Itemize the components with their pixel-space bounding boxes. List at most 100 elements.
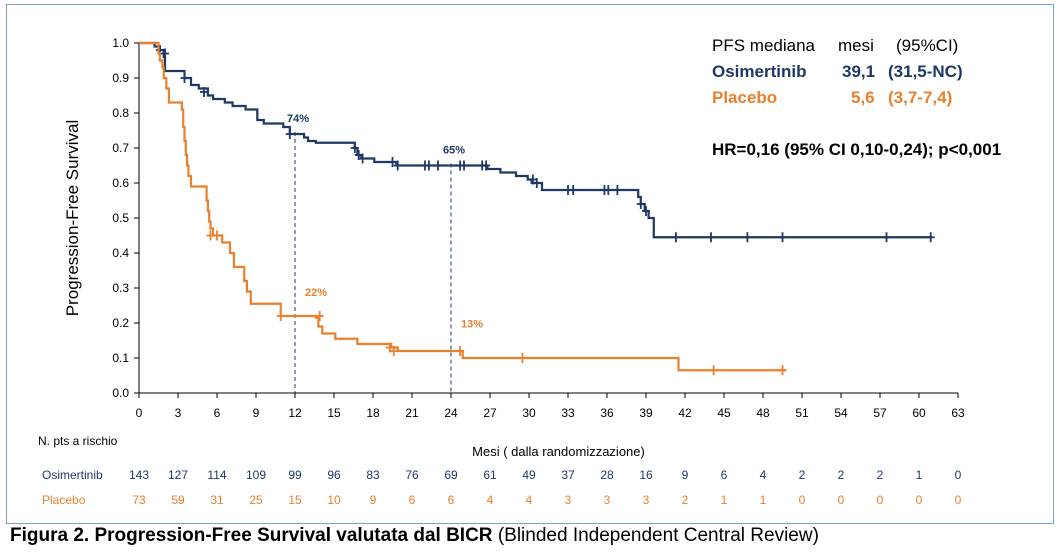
y-tick-label: 0.4 [112, 246, 129, 260]
x-tick-label: 54 [834, 406, 848, 420]
risk-cell: 2 [877, 468, 884, 482]
y-axis-label: Progression-Free Survival [63, 120, 82, 317]
pfs-header-ci-cell: (95%CI) [896, 36, 958, 56]
y-tick-label: 0.0 [112, 386, 129, 400]
risk-cell: 0 [955, 493, 962, 507]
x-tick-label: 24 [444, 406, 458, 420]
y-tick-label: 0.2 [112, 316, 129, 330]
risk-cell: 49 [522, 468, 536, 482]
risk-cell: 0 [916, 493, 923, 507]
risk-cell: 10 [327, 493, 341, 507]
risk-cell: 73 [132, 493, 146, 507]
risk-cell: 2 [799, 468, 806, 482]
pfs-row-placebo-ci: (3,7-7,4) [888, 88, 953, 107]
risk-cell: 69 [444, 468, 458, 482]
risk-cell: 1 [916, 468, 923, 482]
risk-row-label: Placebo [42, 493, 86, 507]
pfs-row-placebo-ci-cell: (3,7-7,4) [888, 88, 952, 108]
x-tick-label: 6 [214, 406, 221, 420]
risk-cell: 37 [561, 468, 575, 482]
figure-frame [6, 4, 1054, 524]
data-label: 65% [443, 145, 465, 157]
pfs-row-placebo-months: 5,6 [851, 88, 875, 107]
risk-cell: 9 [682, 468, 689, 482]
y-tick-label: 0.9 [112, 71, 129, 85]
x-tick-label: 3 [175, 406, 182, 420]
x-tick-label: 9 [253, 406, 260, 420]
risk-cell: 127 [168, 468, 188, 482]
pfs-header-months-cell: mesi [838, 36, 874, 56]
risk-cell: 99 [288, 468, 302, 482]
risk-cell: 3 [643, 493, 650, 507]
risk-cell: 25 [249, 493, 263, 507]
risk-cell: 16 [639, 468, 653, 482]
y-tick-label: 0.3 [112, 281, 129, 295]
risk-cell: 3 [604, 493, 611, 507]
risk-cell: 6 [721, 468, 728, 482]
pfs-row-osimertinib-name: Osimertinib [712, 62, 807, 81]
pfs-row-osimertinib-months: 39,1 [842, 62, 876, 81]
risk-cell: 31 [210, 493, 224, 507]
pfs-row-osimertinib-months-cell: 39,1 [842, 62, 875, 82]
km-chart: 0.00.10.20.30.40.50.60.70.80.91.00 3 6 9 12 1… [38, 36, 965, 507]
x-tick-label: 21 [405, 406, 419, 420]
x-tick-label: 12 [288, 406, 302, 420]
risk-cell: 61 [483, 468, 497, 482]
risk-cell: 9 [370, 493, 377, 507]
x-tick-label: 36 [600, 406, 614, 420]
x-tick-label: 51 [795, 406, 809, 420]
risk-cell: 143 [129, 468, 149, 482]
risk-cell: 6 [448, 493, 455, 507]
data-label: 13% [461, 319, 483, 331]
pfs-row-placebo-name-cell: Placebo [712, 88, 777, 108]
risk-cell: 83 [366, 468, 380, 482]
y-tick-label: 0.1 [112, 351, 129, 365]
y-tick-label: 0.6 [112, 176, 129, 190]
risk-cell: 0 [877, 493, 884, 507]
x-tick-label: 30 [522, 406, 536, 420]
data-label: 74% [287, 113, 309, 125]
caption-normal: (Blinded Independent Central Review) [492, 525, 819, 546]
x-tick-label: 0 [136, 406, 143, 420]
pfs-header-months: mesi [838, 36, 874, 55]
y-tick-label: 0.8 [112, 106, 129, 120]
risk-cell: 28 [600, 468, 614, 482]
x-tick-label: 48 [756, 406, 770, 420]
risk-cell: 4 [760, 468, 767, 482]
y-tick-label: 1.0 [112, 36, 129, 50]
risk-cell: 76 [405, 468, 419, 482]
risk-cell: 4 [526, 493, 533, 507]
pfs-header-label: PFS mediana [712, 36, 815, 55]
risk-cell: 1 [721, 493, 728, 507]
x-axis-label: Mesi ( dalla randomizzazione) [472, 444, 645, 459]
figure-caption: Figura 2. Progression-Free Survival valu… [10, 525, 819, 547]
pfs-row-placebo-name: Placebo [712, 88, 778, 107]
y-tick-label: 0.7 [112, 141, 129, 155]
x-tick-label: 27 [483, 406, 497, 420]
pfs-header-row: PFS mediana [712, 36, 815, 56]
risk-cell: 0 [838, 493, 845, 507]
risk-cell: 96 [327, 468, 341, 482]
x-tick-label: 18 [366, 406, 380, 420]
x-tick-label: 39 [639, 406, 653, 420]
pfs-row-osimertinib-ci: (31,5-NC) [888, 62, 963, 81]
series-osimertinib [139, 41, 935, 243]
x-tick-label: 63 [951, 406, 965, 420]
x-tick-label: 42 [678, 406, 692, 420]
y-tick-label: 0.5 [112, 211, 129, 225]
hazard-ratio-text: HR=0,16 (95% CI 0,10-0,24); p<0,001 [712, 140, 1002, 159]
pfs-header-ci: (95%CI) [896, 36, 959, 55]
risk-cell: 1 [760, 493, 767, 507]
risk-cell: 2 [838, 468, 845, 482]
risk-row-label: Osimertinib [42, 468, 103, 482]
risk-cell: 2 [682, 493, 689, 507]
risk-table-title: N. pts a rischio [38, 434, 118, 448]
caption-bold: Figura 2. Progression-Free Survival valu… [10, 525, 493, 546]
x-tick-label: 45 [717, 406, 731, 420]
risk-cell: 109 [246, 468, 266, 482]
hazard-ratio-cell: HR=0,16 (95% CI 0,10-0,24); p<0,001 [712, 140, 1001, 160]
risk-cell: 3 [565, 493, 572, 507]
pfs-row-osimertinib-ci-cell: (31,5-NC) [888, 62, 963, 82]
pfs-row-placebo-months-cell: 5,6 [851, 88, 875, 108]
survival-curve-osimertinib [139, 41, 932, 239]
